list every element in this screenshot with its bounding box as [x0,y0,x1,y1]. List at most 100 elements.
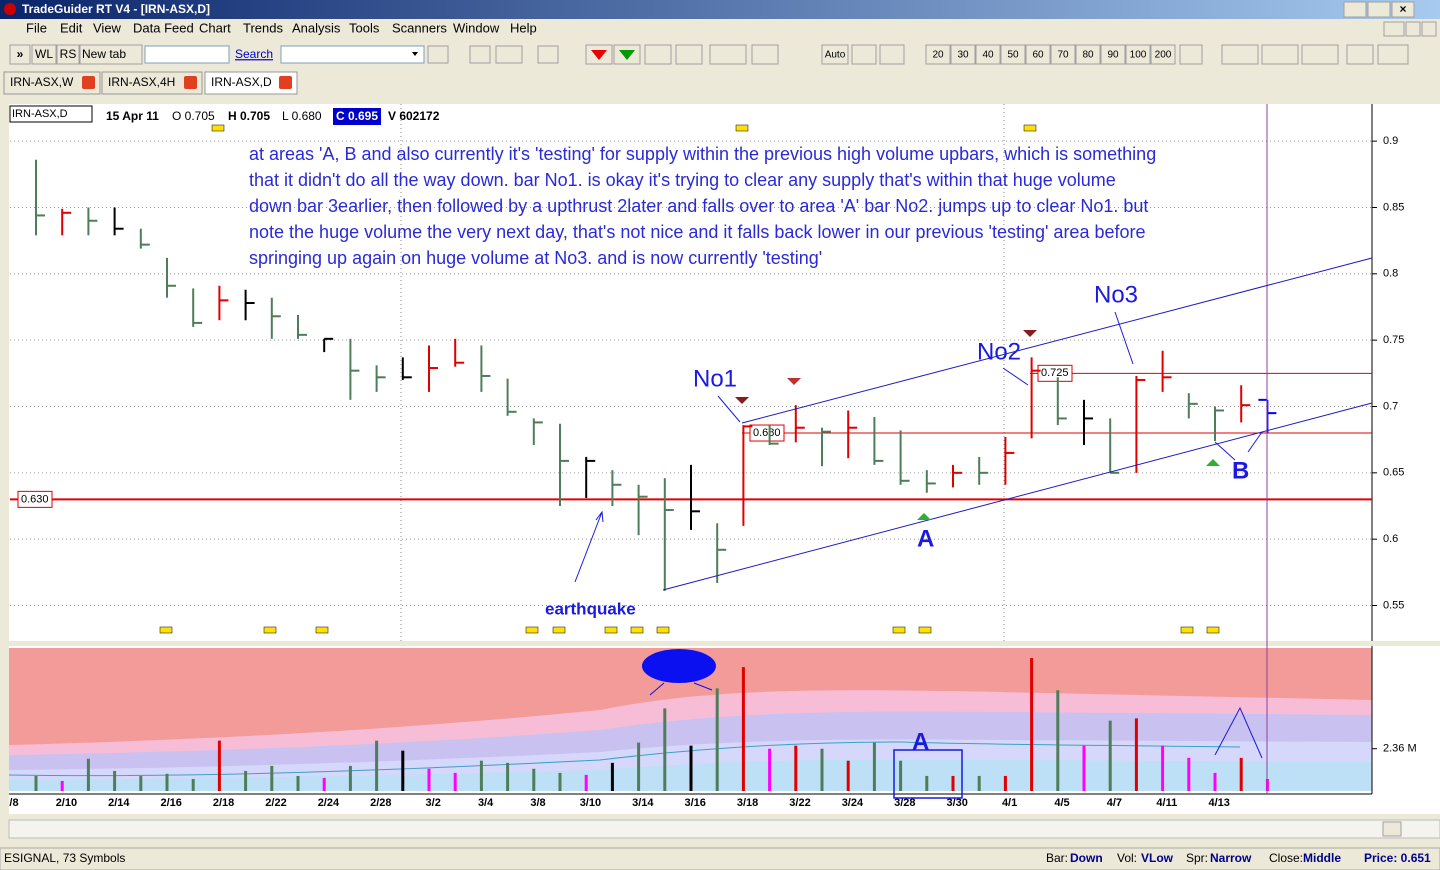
period-button[interactable] [1075,44,1101,65]
y-tick-label: 2.36 M [1383,743,1417,755]
new-tab-button[interactable] [79,44,143,65]
period-button[interactable] [950,44,976,65]
period-button[interactable] [1150,44,1176,65]
maximize[interactable] [1367,1,1391,18]
tool[interactable] [1221,44,1259,65]
open[interactable] [495,45,523,64]
x-tick-label: 3/24 [842,797,864,809]
x-tick-label: 2/16 [160,797,181,809]
scroll-thumb[interactable] [1382,821,1402,837]
minimize[interactable] [1343,1,1367,18]
menu-item[interactable]: Trends [243,20,283,35]
menu-item[interactable]: Scanners [392,20,447,35]
period-button[interactable] [1050,44,1076,65]
tab-label: IRN-ASX,W [10,75,74,89]
icon [591,50,607,60]
menu-item[interactable]: File [26,20,47,35]
scrollbar[interactable] [8,819,1440,839]
level-box [749,424,785,442]
tabs: IRN-ASX,W IRN-ASX,4H IRN-ASX,D [3,71,298,95]
menu-item[interactable]: Edit [60,20,83,35]
marker [735,124,749,132]
x-tick-label: 3/16 [684,797,705,809]
search-link[interactable]: Search [235,47,273,61]
chart-tools [585,44,779,65]
period-label: 90 [1107,50,1119,61]
tab[interactable] [204,71,298,95]
label-no1: No1 [693,365,737,392]
dropdown[interactable] [280,45,425,64]
menu-item[interactable]: Analysis [292,20,341,35]
period-button[interactable] [925,44,951,65]
go-button[interactable] [427,45,449,64]
tool[interactable] [879,44,905,65]
period-button[interactable] [1025,44,1051,65]
more-tools [1221,44,1409,65]
tool[interactable] [851,44,877,65]
child-close[interactable] [1421,21,1437,37]
y-tick-label: 0.9 [1383,135,1398,147]
level-label: 0.725 [1041,367,1069,379]
window-title: TradeGuider RT V4 - [IRN-ASX,D] [22,2,210,16]
menu-item[interactable]: Window [453,20,500,35]
symbol-input[interactable] [144,45,230,64]
info-open: O 0.705 [172,109,215,123]
y-tick-label: 0.75 [1383,334,1404,346]
rs-button[interactable] [56,44,80,65]
print[interactable] [537,45,559,64]
tab-close[interactable] [279,76,292,89]
tab-close[interactable] [82,76,95,89]
tool[interactable] [644,44,672,65]
tool[interactable] [709,44,747,65]
button[interactable] [9,44,31,65]
symbol: IRN-ASX,D [12,108,68,120]
y-tick-label: 0.7 [1383,400,1398,412]
date-axis [9,794,1440,814]
period-button[interactable] [1000,44,1026,65]
period-label: 60 [1032,50,1044,61]
child-max[interactable] [1405,21,1421,37]
period-button[interactable] [1125,44,1151,65]
trend-line [741,257,1373,424]
period-button[interactable] [975,44,1001,65]
menu-item[interactable]: Tools [349,20,380,35]
period-button[interactable] [1100,44,1126,65]
volume-chart: 2.36 M/8 2/10 2/14 2/16 2/18 2/22 2/24 2/28 3/2 3… [9,658,1417,809]
close-x: × [1399,2,1406,16]
tool[interactable] [1377,44,1409,65]
child-min[interactable] [1383,21,1405,37]
menu-item[interactable]: Chart [199,20,231,35]
tab[interactable] [3,71,101,95]
zoom[interactable] [1179,44,1203,65]
close[interactable] [1391,1,1415,18]
x-tick-label: 3/8 [530,797,545,809]
level-label: 0.630 [21,493,49,505]
menu-item[interactable]: Data Feed [133,20,194,35]
status-bar [0,847,1440,870]
marker [211,124,225,132]
tool[interactable] [1301,44,1339,65]
label-no2: No2 [977,338,1021,365]
tool[interactable] [1261,44,1299,65]
wl-button[interactable] [31,44,57,65]
tool[interactable] [675,44,703,65]
period-label: 100 [1130,50,1147,61]
tool[interactable] [1346,44,1374,65]
note-line: at areas 'A, B and also currently it's '… [249,144,1156,164]
area-box [893,749,963,799]
tool[interactable] [751,44,779,65]
close-highlight [333,108,381,125]
menu-item[interactable]: View [93,20,122,35]
save[interactable] [469,45,491,64]
arrow [1114,311,1134,365]
tab-close[interactable] [184,76,197,89]
marker [630,626,644,634]
annotation-text: at areas 'A, B and also currently it's '… [249,144,1156,268]
status-value: VLow [1141,851,1174,865]
y-tick-label: 0.8 [1383,268,1398,280]
status-value: Down [1070,851,1103,865]
menu-item[interactable]: Help [510,20,537,35]
tab[interactable] [101,71,203,95]
arrow [649,682,713,696]
auto-button[interactable] [821,44,849,65]
